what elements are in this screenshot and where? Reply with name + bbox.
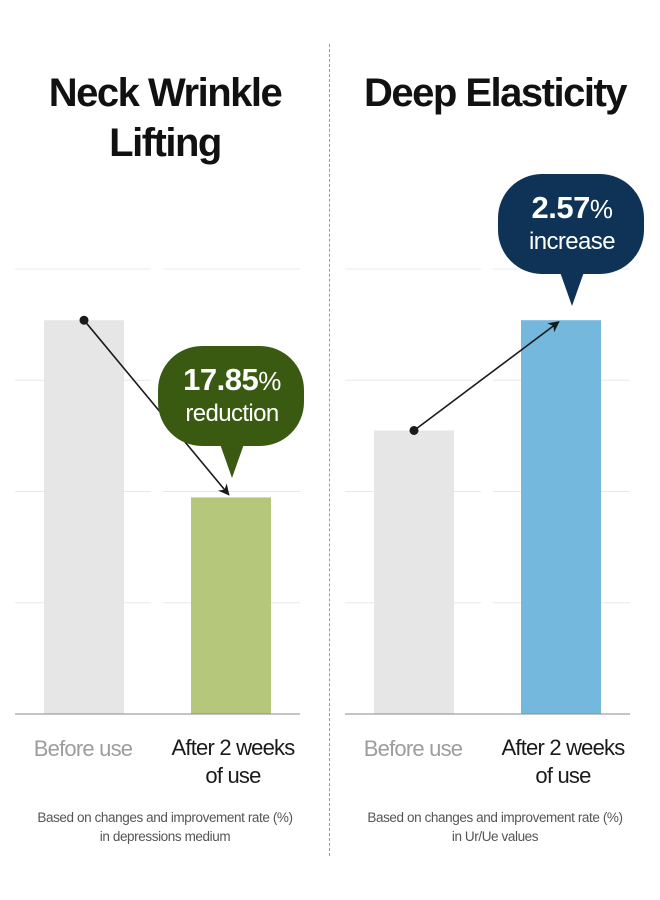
bar-before-use <box>374 430 454 714</box>
annotation-bubble <box>158 346 304 446</box>
bar-before-use <box>44 320 124 714</box>
annotation-unit: % <box>589 194 613 224</box>
annotation-bubble-tail <box>560 272 584 306</box>
x-tick-label-line: of use <box>535 763 591 788</box>
footnote-line: Based on changes and improvement rate (%… <box>367 810 623 825</box>
chart-title-line: Deep Elasticity <box>363 71 628 115</box>
footnote-line: in Ur/Ue values <box>451 829 539 844</box>
chart-title: Neck Wrinkle Lifting <box>0 68 330 168</box>
panel-divider <box>329 44 330 856</box>
x-tick-label-after: After 2 weeks of use <box>158 734 308 790</box>
bar-chart-deep-elasticity <box>345 174 644 715</box>
chart-title-line: Lifting <box>109 121 222 165</box>
trend-start-dot <box>409 425 419 435</box>
footnote-line: in depressions medium <box>99 829 231 844</box>
trend-arrow <box>413 321 560 432</box>
annotation-value: 2.57 <box>531 190 591 225</box>
annotation-unit: % <box>258 366 281 396</box>
x-tick-label-after: After 2 weeks of use <box>488 734 638 790</box>
x-tick-label-line: Before use <box>363 736 463 761</box>
bar-after-2-weeks <box>191 497 271 714</box>
chart-footnote: Based on changes and improvement rate (%… <box>10 808 320 846</box>
x-tick-label-line: of use <box>205 763 261 788</box>
annotation-label: increase <box>529 228 616 255</box>
annotation-label: reduction <box>185 400 279 427</box>
x-tick-label-line: Before use <box>33 736 133 761</box>
x-tick-label-line: After 2 weeks <box>171 735 296 760</box>
trend-arrow <box>83 319 230 496</box>
annotation-text: 17.85% reduction <box>160 362 304 429</box>
annotation-value: 17.85 <box>183 362 259 397</box>
chart-panel-deep-elasticity: Deep Elasticity 2.57% increase Before us… <box>330 0 660 900</box>
chart-footnote: Based on changes and improvement rate (%… <box>340 808 650 846</box>
trend-start-dot <box>79 315 89 325</box>
chart-panel-neck-wrinkle: Neck Wrinkle Lifting 17.85% reduction Be… <box>0 68 330 846</box>
x-tick-label-before: Before use <box>345 735 481 763</box>
x-tick-label-line: After 2 weeks <box>501 735 626 760</box>
chart-title: Deep Elasticity <box>330 68 660 118</box>
annotation-bubble <box>498 174 644 274</box>
bar-chart-neck-wrinkle <box>15 268 304 715</box>
chart-title-line: Neck Wrinkle <box>48 71 283 115</box>
footnote-line: Based on changes and improvement rate (%… <box>37 810 293 825</box>
annotation-bubble-tail <box>220 444 244 478</box>
x-tick-label-before: Before use <box>15 735 151 763</box>
annotation-text: 2.57% increase <box>500 190 644 257</box>
bar-after-2-weeks <box>521 320 601 714</box>
